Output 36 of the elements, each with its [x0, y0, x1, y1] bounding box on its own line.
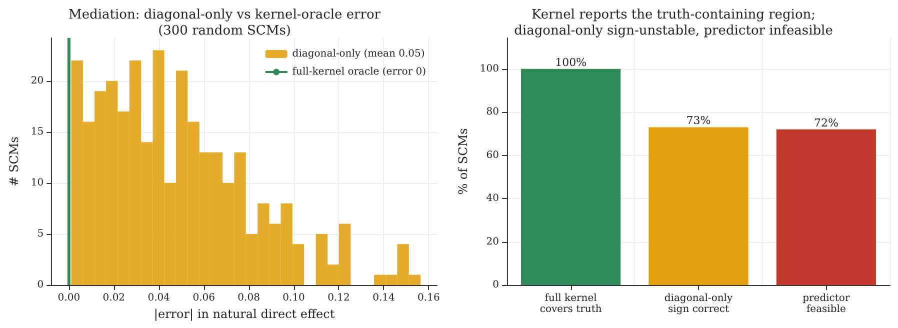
- y-tick-label: 100: [480, 63, 499, 74]
- data-label: 73%: [686, 114, 711, 128]
- y-tick-label: 5: [37, 228, 44, 240]
- y-tick-label: 20: [486, 236, 499, 248]
- x-tick-label: diagonal-only sign correct: [664, 293, 733, 315]
- x-tick-label: 0.06: [192, 292, 215, 304]
- x-tick-label: 0.12: [328, 292, 350, 304]
- x-tick-label: full kernel covers truth: [540, 293, 602, 315]
- data-label: 100%: [555, 56, 587, 69]
- x-tick-label: 0.02: [102, 292, 126, 304]
- y-axis-title: # SCMs: [7, 136, 21, 186]
- y-axis-title: % of SCMs: [456, 128, 470, 195]
- x-tick-label: 0.14: [372, 292, 395, 304]
- data-label: 72%: [814, 116, 838, 130]
- y-tick-label: 80: [486, 106, 499, 118]
- y-tick-label: 0: [37, 280, 44, 290]
- x-tick-label: predictor feasible: [802, 293, 850, 315]
- y-tick-label: 60: [486, 150, 499, 161]
- bar: [648, 127, 748, 285]
- chart-title: Kernel reports the truth-containing region; diagonal-only sign-unstable, predictor infeasible: [514, 8, 834, 38]
- legend-label: full-kernel oracle (error 0): [292, 66, 426, 78]
- y-tick-label: 10: [30, 177, 44, 188]
- x-tick-label: 0.10: [282, 292, 305, 304]
- bar: [521, 68, 621, 285]
- y-tick-label: 15: [30, 126, 44, 138]
- x-axis-title: |error| in natural direct effect: [154, 306, 335, 321]
- chart-title: Mediation: diagonal-only vs kernel-oracle error (300 random SCMs): [68, 8, 382, 38]
- x-tick-label: 0.16: [418, 292, 440, 304]
- bar: [776, 129, 876, 285]
- x-tick-label: 0.04: [148, 292, 170, 304]
- y-tick-label: 40: [486, 193, 499, 204]
- legend-label: diagonal-only (mean 0.05): [292, 48, 425, 60]
- x-tick-label: 0.00: [58, 292, 80, 304]
- y-tick-label: 20: [30, 75, 44, 86]
- x-tick-label: 0.08: [238, 292, 260, 304]
- y-tick-label: 0: [492, 280, 499, 290]
